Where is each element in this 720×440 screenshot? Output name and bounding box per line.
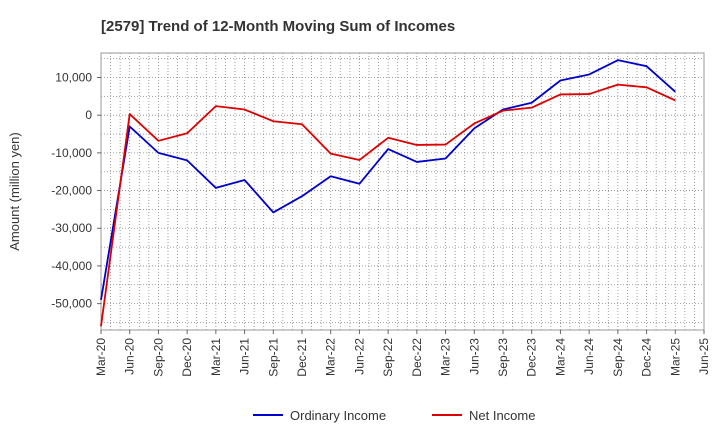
x-tick-label: Dec-20	[180, 338, 194, 377]
x-tick-label: Mar-22	[324, 338, 338, 376]
x-tick-label: Mar-24	[553, 338, 567, 376]
x-tick-label: Jun-22	[352, 338, 366, 375]
grid	[101, 53, 704, 330]
x-tick-label: Sep-23	[496, 338, 510, 377]
x-tick-label: Dec-24	[640, 338, 654, 377]
series	[100, 59, 676, 327]
y-axis-label: Amount (million yen)	[7, 132, 22, 251]
x-tick-label: Sep-24	[611, 338, 625, 377]
legend: Ordinary Income Net Income	[253, 408, 535, 423]
x-tick-label: Jun-24	[582, 338, 596, 375]
x-tick-label: Jun-21	[238, 338, 252, 375]
y-tick-label: 0	[85, 108, 92, 122]
x-tick-label: Mar-25	[668, 338, 682, 376]
y-tick-label: -30,000	[51, 221, 92, 235]
y-tick-label: 10,000	[55, 70, 92, 84]
x-tick-label: Dec-22	[410, 338, 424, 377]
legend-label: Ordinary Income	[290, 408, 386, 423]
x-axis-ticks: Mar-20 Jun-20 Sep-20 Dec-20 Mar-21 Jun-21 Sep-…	[94, 330, 711, 377]
x-tick-label: Dec-23	[525, 338, 539, 377]
x-tick-label: Jun-25	[697, 338, 711, 375]
y-tick-label: -40,000	[51, 259, 92, 273]
x-tick-label: Dec-21	[295, 338, 309, 377]
x-tick-label: Jun-20	[123, 338, 137, 375]
x-tick-label: Mar-23	[439, 338, 453, 376]
x-tick-label: Sep-20	[151, 338, 165, 377]
x-tick-label: Mar-21	[209, 338, 223, 376]
plot-area	[100, 52, 705, 331]
x-tick-label: Jun-23	[467, 338, 481, 375]
x-tick-label: Mar-20	[94, 338, 108, 376]
x-tick-label: Sep-21	[266, 338, 280, 377]
legend-label: Net Income	[469, 408, 535, 423]
x-tick-label: Sep-22	[381, 338, 395, 377]
chart-title: [2579] Trend of 12-Month Moving Sum of I…	[101, 18, 455, 35]
y-axis-ticks: 10,000 0 -10,000 -20,000 -30,000 -40,000 -50,0…	[51, 70, 101, 311]
y-tick-label: -10,000	[51, 146, 92, 160]
y-tick-label: -20,000	[51, 184, 92, 198]
y-tick-label: -50,000	[51, 297, 92, 311]
series-line-ordinary-income	[100, 59, 676, 300]
series-line-net-income	[100, 83, 676, 327]
